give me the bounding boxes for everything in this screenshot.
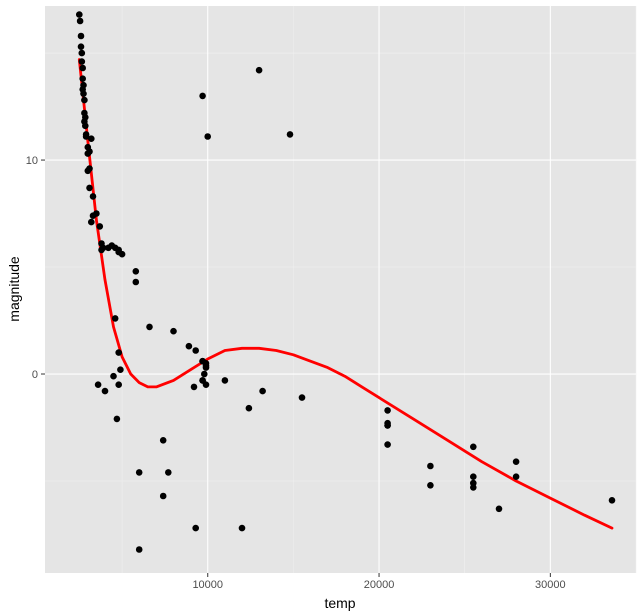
data-point bbox=[132, 268, 140, 275]
data-point bbox=[159, 492, 167, 500]
major-gridlines bbox=[45, 6, 636, 573]
data-point bbox=[512, 473, 520, 481]
data-point bbox=[88, 135, 95, 142]
data-point bbox=[384, 422, 391, 429]
data-point bbox=[132, 278, 140, 286]
data-point bbox=[298, 394, 306, 401]
x-axis-title: temp bbox=[324, 595, 355, 611]
data-point bbox=[96, 223, 104, 230]
data-point bbox=[111, 315, 119, 322]
data-point bbox=[86, 148, 93, 155]
data-point bbox=[135, 546, 143, 553]
data-point bbox=[185, 342, 193, 350]
data-point bbox=[94, 381, 102, 389]
data-point bbox=[79, 64, 86, 72]
data-point bbox=[204, 133, 211, 140]
x-tick-label: 30000 bbox=[535, 579, 566, 591]
data-point bbox=[81, 96, 88, 104]
data-point bbox=[512, 458, 520, 466]
y-axis: 0 10 bbox=[26, 155, 45, 381]
data-point bbox=[192, 347, 199, 354]
data-point bbox=[135, 469, 143, 476]
data-point bbox=[117, 366, 124, 374]
data-point bbox=[99, 244, 107, 252]
data-point bbox=[80, 90, 87, 97]
data-point bbox=[82, 122, 89, 130]
data-point bbox=[170, 327, 177, 335]
data-point bbox=[113, 415, 121, 423]
data-point bbox=[221, 377, 229, 384]
data-point bbox=[79, 75, 86, 82]
y-tick-label: 10 bbox=[26, 155, 38, 167]
panel-background bbox=[45, 6, 636, 573]
x-tick-label: 10000 bbox=[192, 579, 223, 591]
data-point bbox=[201, 370, 208, 378]
data-point bbox=[202, 364, 210, 371]
y-tick-label: 0 bbox=[32, 369, 38, 381]
data-point bbox=[82, 114, 89, 121]
data-point bbox=[470, 484, 477, 491]
data-point bbox=[245, 404, 253, 412]
data-point bbox=[80, 81, 87, 89]
data-point bbox=[202, 381, 210, 389]
data-point bbox=[199, 92, 206, 100]
x-tick-label: 20000 bbox=[364, 579, 395, 591]
data-point bbox=[608, 497, 616, 504]
data-point bbox=[259, 387, 266, 395]
data-point bbox=[384, 407, 391, 414]
data-point bbox=[115, 381, 122, 389]
data-point bbox=[427, 482, 434, 489]
data-point bbox=[192, 524, 199, 532]
data-point bbox=[384, 441, 391, 448]
data-point bbox=[93, 210, 100, 217]
data-point bbox=[146, 323, 153, 331]
data-point bbox=[84, 167, 92, 175]
data-point bbox=[110, 372, 117, 380]
data-point bbox=[76, 17, 84, 25]
data-point bbox=[427, 462, 434, 470]
data-point bbox=[101, 387, 109, 395]
data-point bbox=[495, 505, 503, 513]
data-point bbox=[77, 43, 85, 50]
data-point bbox=[78, 49, 86, 57]
data-point bbox=[159, 437, 167, 444]
data-point bbox=[86, 184, 93, 192]
data-point bbox=[238, 524, 246, 532]
data-points bbox=[76, 11, 616, 553]
data-point bbox=[255, 66, 263, 74]
data-point bbox=[78, 58, 86, 65]
y-axis-title: magnitude bbox=[6, 256, 22, 322]
data-point bbox=[286, 131, 294, 138]
data-point bbox=[88, 218, 95, 226]
x-axis: 10000 20000 30000 bbox=[192, 573, 566, 591]
data-point bbox=[470, 473, 477, 481]
data-point bbox=[118, 250, 126, 258]
data-point bbox=[82, 131, 90, 138]
data-point bbox=[190, 383, 198, 391]
minor-gridlines bbox=[45, 6, 637, 573]
data-point bbox=[115, 349, 122, 356]
data-point bbox=[76, 11, 83, 18]
data-point bbox=[165, 469, 172, 476]
data-point bbox=[77, 32, 85, 40]
data-point bbox=[470, 443, 477, 451]
data-point bbox=[89, 193, 97, 200]
